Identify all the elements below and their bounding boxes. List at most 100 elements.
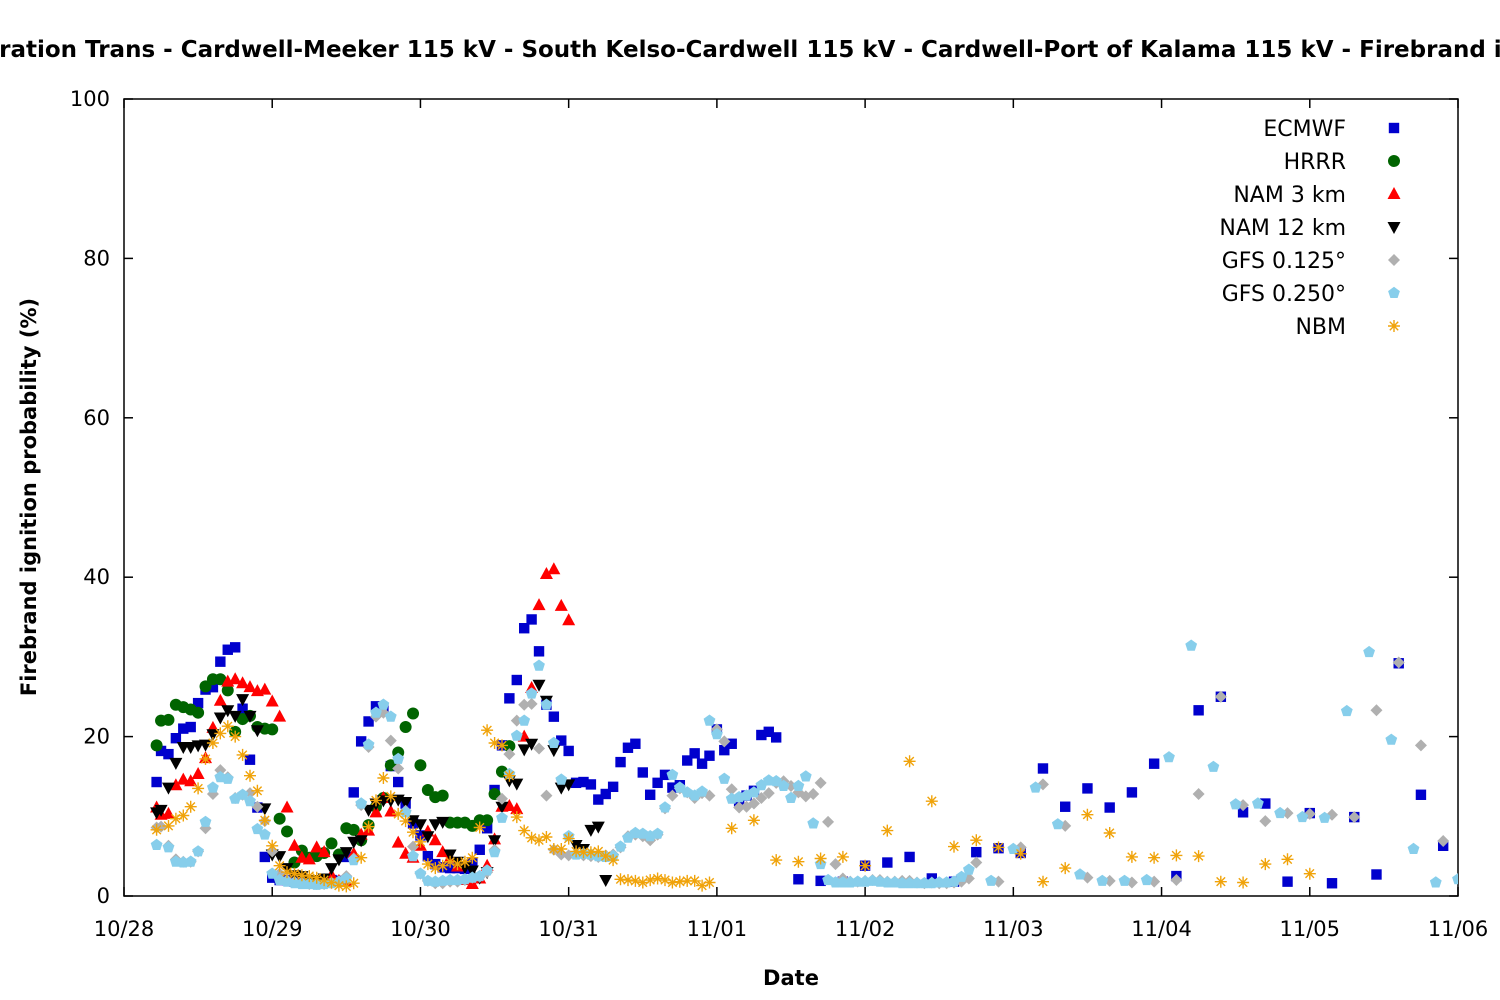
data-point xyxy=(614,840,627,852)
y-tick-label: 60 xyxy=(83,406,110,430)
data-point xyxy=(696,785,708,797)
data-point xyxy=(317,845,331,858)
data-point xyxy=(206,729,220,742)
x-tick-label: 10/28 xyxy=(94,917,155,941)
data-point xyxy=(733,801,746,814)
data-point xyxy=(689,748,700,759)
data-point xyxy=(399,796,413,809)
data-point xyxy=(1104,802,1115,813)
data-point xyxy=(570,845,583,858)
data-point xyxy=(1429,876,1442,888)
data-point xyxy=(199,752,212,765)
data-point xyxy=(496,739,508,752)
data-point xyxy=(192,782,205,795)
data-point xyxy=(436,789,449,802)
data-point xyxy=(659,874,671,887)
data-point xyxy=(525,687,538,699)
data-point xyxy=(547,745,561,758)
data-point xyxy=(770,854,783,867)
data-point xyxy=(355,736,367,747)
data-point xyxy=(711,728,723,740)
data-point xyxy=(703,714,716,726)
data-point xyxy=(682,755,693,766)
data-point xyxy=(762,787,775,800)
data-point xyxy=(644,874,657,887)
legend-marker xyxy=(1387,222,1401,234)
data-point xyxy=(1326,878,1338,889)
data-point xyxy=(1414,739,1427,752)
y-tick-label: 40 xyxy=(83,565,110,589)
data-point xyxy=(518,698,531,711)
y-tick-label: 0 xyxy=(97,884,110,908)
data-point xyxy=(799,770,812,782)
data-point xyxy=(222,644,233,655)
data-point xyxy=(1340,704,1353,717)
data-point xyxy=(622,874,634,887)
data-point xyxy=(407,707,420,720)
data-point xyxy=(777,779,790,791)
data-point xyxy=(533,659,545,671)
data-point xyxy=(325,837,338,850)
data-point xyxy=(407,849,419,862)
data-point xyxy=(221,684,234,697)
data-point xyxy=(250,725,264,738)
data-point xyxy=(718,772,731,784)
data-point xyxy=(1303,867,1316,880)
data-point xyxy=(184,741,198,754)
data-point xyxy=(1118,874,1131,886)
data-point xyxy=(421,831,435,844)
y-tick-label: 20 xyxy=(83,725,110,749)
data-point xyxy=(510,729,523,741)
data-point xyxy=(630,738,641,749)
data-point xyxy=(1148,758,1160,769)
data-point xyxy=(1074,868,1086,880)
data-point xyxy=(540,831,553,843)
data-point xyxy=(407,826,419,839)
data-point xyxy=(585,779,597,790)
data-point xyxy=(207,781,219,793)
data-point xyxy=(525,697,538,710)
data-point xyxy=(384,710,397,722)
series-nbm xyxy=(150,720,1316,893)
data-point xyxy=(295,869,308,882)
data-point xyxy=(792,779,805,791)
data-point xyxy=(169,812,182,825)
data-point xyxy=(1318,811,1331,823)
data-point xyxy=(236,788,249,800)
data-point xyxy=(925,795,938,808)
data-point xyxy=(547,843,560,855)
data-point xyxy=(1415,789,1427,800)
data-point xyxy=(178,723,189,734)
plot-frame xyxy=(123,98,1459,897)
data-marks xyxy=(150,562,1458,893)
data-point xyxy=(451,858,464,871)
data-point xyxy=(481,823,493,834)
data-point xyxy=(228,672,242,685)
data-point xyxy=(1229,798,1242,810)
data-point xyxy=(236,748,249,761)
data-point xyxy=(176,772,190,785)
data-point xyxy=(792,855,805,868)
data-point xyxy=(154,804,168,817)
data-point xyxy=(970,856,983,869)
legend-marker xyxy=(1388,286,1400,298)
data-point xyxy=(1148,851,1161,864)
data-point xyxy=(577,846,590,859)
data-point xyxy=(593,794,604,805)
data-point xyxy=(533,646,545,657)
data-point xyxy=(214,727,227,740)
legend-label: NBM xyxy=(1295,315,1346,340)
data-point xyxy=(763,726,774,738)
data-point xyxy=(355,851,368,864)
data-point xyxy=(556,735,567,746)
data-point xyxy=(599,850,612,863)
data-point xyxy=(363,716,374,727)
data-point xyxy=(525,738,539,751)
data-point xyxy=(340,880,353,893)
data-point xyxy=(836,850,849,863)
data-point xyxy=(355,797,368,809)
x-tick-label: 11/03 xyxy=(983,917,1044,941)
data-point xyxy=(325,876,338,889)
data-point xyxy=(882,857,893,868)
data-point xyxy=(377,772,390,784)
